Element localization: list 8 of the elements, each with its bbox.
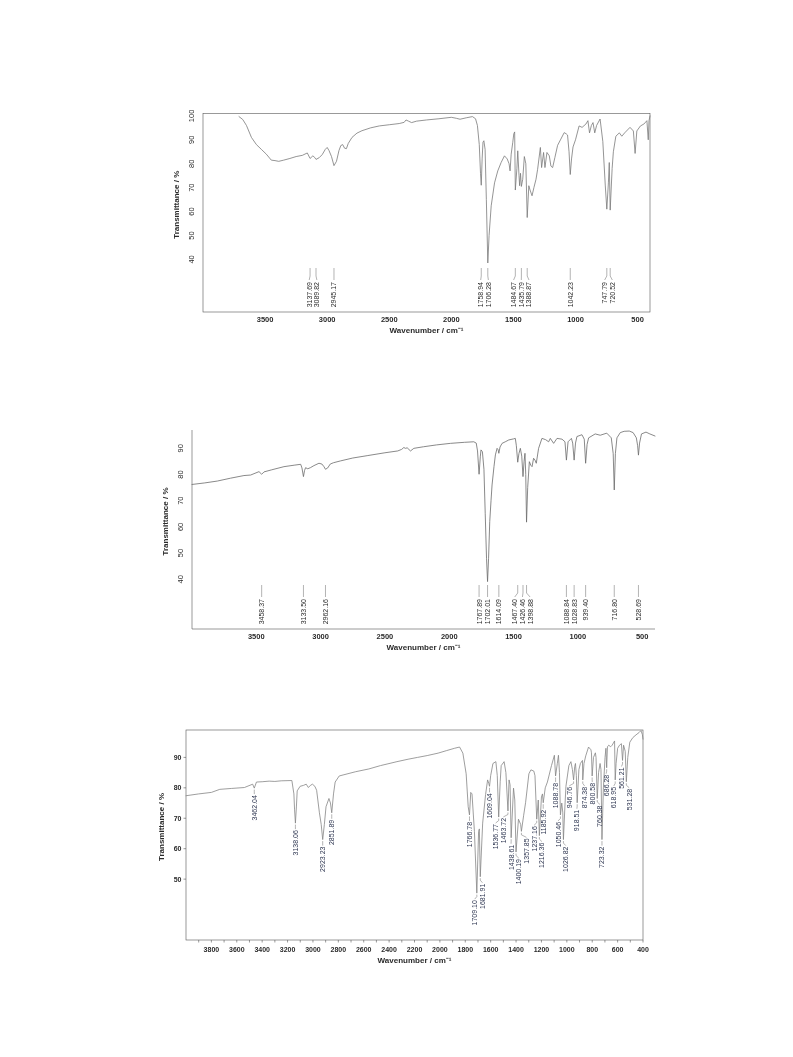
y-axis-title: Transmittance / % xyxy=(157,792,166,862)
line-series xyxy=(191,430,656,583)
y-axis-title: Transmittance / % xyxy=(172,170,181,239)
x-axis-title: Wavenumber / cm⁻¹ xyxy=(377,955,452,965)
x-axis-title: Wavenumber / cm⁻¹ xyxy=(389,325,464,335)
y-axis-title: Transmittance / % xyxy=(161,487,170,556)
x-axis-title: Wavenumber / cm⁻¹ xyxy=(386,642,461,652)
line-series xyxy=(238,115,651,264)
